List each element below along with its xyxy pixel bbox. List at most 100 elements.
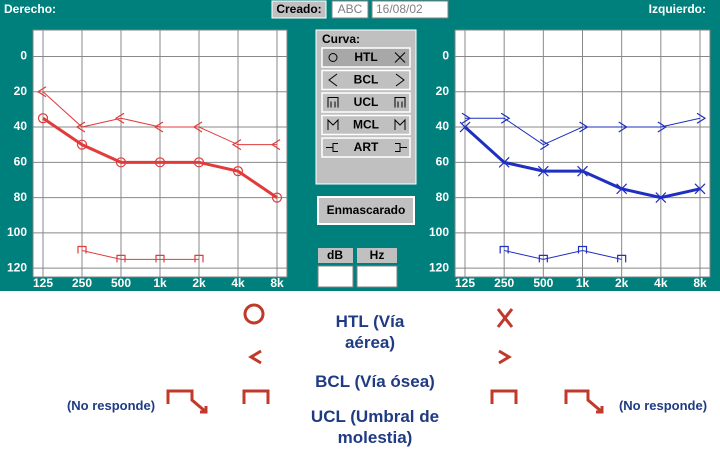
x-tick-label: 125 bbox=[455, 276, 475, 290]
x-tick-label: 1k bbox=[576, 276, 590, 290]
marker bbox=[116, 254, 126, 263]
curve-button-text[interactable]: ART bbox=[354, 140, 379, 154]
legend-greater-icon bbox=[498, 349, 512, 365]
marker bbox=[694, 183, 706, 195]
marker bbox=[271, 192, 283, 203]
author-field[interactable] bbox=[331, 0, 369, 19]
marker bbox=[537, 165, 549, 177]
curve-button[interactable] bbox=[321, 47, 411, 68]
y-tick-label: 0 bbox=[20, 49, 27, 63]
legend-htl: HTL (Vía aérea) bbox=[335, 312, 405, 352]
marker bbox=[499, 245, 509, 254]
y-tick-label: 80 bbox=[14, 190, 28, 204]
marker bbox=[655, 192, 667, 204]
marker bbox=[459, 121, 471, 133]
marker bbox=[36, 86, 47, 98]
marker bbox=[577, 165, 588, 177]
marker bbox=[75, 121, 86, 133]
x-tick-label: 1k bbox=[153, 276, 167, 290]
mask-button[interactable] bbox=[317, 196, 415, 225]
y-tick-label: 100 bbox=[7, 225, 27, 239]
button-icon bbox=[394, 97, 406, 108]
db-field[interactable] bbox=[317, 265, 354, 288]
y-tick-label: 20 bbox=[436, 84, 450, 98]
marker bbox=[153, 121, 164, 133]
x-tick-label: 8k bbox=[693, 276, 707, 290]
button-icon bbox=[395, 143, 407, 152]
button-icon bbox=[394, 52, 406, 63]
marker bbox=[114, 112, 125, 124]
x-tick-label: 250 bbox=[494, 276, 514, 290]
marker bbox=[77, 245, 87, 254]
series-line bbox=[42, 116, 278, 199]
x-tick-label: 8k bbox=[270, 276, 284, 290]
legend-no-response-icon bbox=[564, 389, 604, 414]
button-icon bbox=[395, 73, 405, 87]
button-icon bbox=[328, 53, 338, 62]
curve-button[interactable] bbox=[321, 69, 411, 91]
curve-button-text[interactable]: UCL bbox=[354, 95, 379, 109]
marker bbox=[616, 183, 628, 195]
series-line bbox=[504, 250, 622, 260]
legend-x-icon bbox=[496, 308, 514, 328]
hz-label-box bbox=[357, 248, 397, 263]
y-tick-label: 40 bbox=[14, 119, 28, 133]
legend-no-response: (No responde) bbox=[618, 398, 708, 413]
marker bbox=[115, 157, 127, 168]
marker bbox=[154, 157, 166, 168]
curve-buttons: HTL BCL UCL MCL ART bbox=[321, 47, 411, 158]
curve-button-text[interactable]: BCL bbox=[354, 73, 379, 87]
created-button-text[interactable]: Creado: bbox=[276, 2, 321, 16]
x-tick-label: 125 bbox=[33, 276, 53, 290]
marker bbox=[193, 157, 205, 168]
y-tick-label: 20 bbox=[14, 84, 28, 98]
left-ear-label: Izquierdo: bbox=[649, 2, 706, 16]
marker bbox=[231, 139, 242, 151]
right-ear-label: Derecho: bbox=[4, 2, 56, 16]
marker bbox=[577, 245, 588, 254]
db-label-box bbox=[318, 248, 353, 263]
curve-button[interactable] bbox=[321, 92, 411, 113]
marker bbox=[76, 139, 88, 150]
button-icon bbox=[326, 143, 338, 152]
marker bbox=[232, 166, 244, 177]
marker bbox=[579, 121, 589, 133]
created-button[interactable] bbox=[271, 0, 327, 19]
marker bbox=[540, 139, 550, 151]
legend-bracket-icon bbox=[242, 389, 270, 404]
marker bbox=[270, 139, 281, 151]
x-tick-label: 2k bbox=[192, 276, 206, 290]
y-tick-label: 80 bbox=[436, 190, 450, 204]
x-tick-label: 4k bbox=[231, 276, 245, 290]
x-tick-label: 250 bbox=[72, 276, 92, 290]
y-tick-label: 120 bbox=[7, 260, 27, 274]
author-text: ABC bbox=[338, 2, 363, 16]
curve-button-text[interactable]: HTL bbox=[354, 50, 377, 64]
date-text: 16/08/02 bbox=[376, 2, 423, 16]
marker bbox=[37, 113, 49, 124]
marker bbox=[696, 112, 707, 124]
marker bbox=[498, 156, 510, 168]
marker bbox=[618, 121, 628, 133]
x-tick-label: 500 bbox=[111, 276, 131, 290]
curve-panel-title: Curva: bbox=[322, 32, 360, 46]
legend-icons bbox=[166, 303, 604, 414]
curve-button-text[interactable]: MCL bbox=[353, 118, 379, 132]
marker bbox=[461, 112, 472, 124]
mask-button-text[interactable]: Enmascarado bbox=[327, 203, 406, 217]
button-icon bbox=[394, 118, 406, 130]
button-icon bbox=[327, 97, 339, 108]
y-tick-label: 0 bbox=[442, 49, 449, 63]
legend-circle-icon bbox=[243, 303, 265, 325]
curve-button[interactable] bbox=[321, 137, 411, 158]
button-icon bbox=[328, 73, 338, 87]
y-tick-label: 40 bbox=[436, 119, 450, 133]
date-field[interactable] bbox=[371, 0, 449, 19]
marker bbox=[500, 112, 511, 124]
y-tick-label: 60 bbox=[14, 154, 28, 168]
hz-field[interactable] bbox=[356, 265, 398, 288]
curve-button[interactable] bbox=[321, 114, 411, 136]
legend-no-response: (No responde) bbox=[66, 398, 156, 413]
